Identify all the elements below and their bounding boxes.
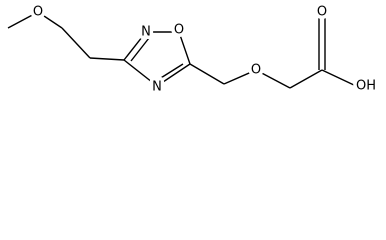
atom-label: O xyxy=(317,5,327,20)
atom-label: O xyxy=(174,23,184,38)
atom-label: N xyxy=(152,80,162,95)
bond xyxy=(189,63,225,85)
bond xyxy=(178,31,191,65)
bond xyxy=(89,57,125,61)
bond xyxy=(255,69,291,89)
bond xyxy=(289,69,323,89)
atom-label: O xyxy=(251,63,261,78)
bond xyxy=(61,27,91,59)
bond xyxy=(130,37,150,62)
bond xyxy=(7,11,39,29)
bond xyxy=(37,11,63,29)
atom-label: OH xyxy=(356,79,376,94)
bond xyxy=(321,69,357,87)
atom-label: O xyxy=(33,5,43,20)
bond xyxy=(123,59,158,87)
bond xyxy=(156,63,191,87)
atom-label: N xyxy=(141,25,151,40)
bond xyxy=(223,69,257,85)
molecule-diagram: O N O N O O OH xyxy=(7,1,380,98)
bonds xyxy=(7,11,357,89)
atom-labels: O N O N O O OH xyxy=(29,1,379,98)
bond xyxy=(123,31,147,61)
bond xyxy=(155,63,184,82)
